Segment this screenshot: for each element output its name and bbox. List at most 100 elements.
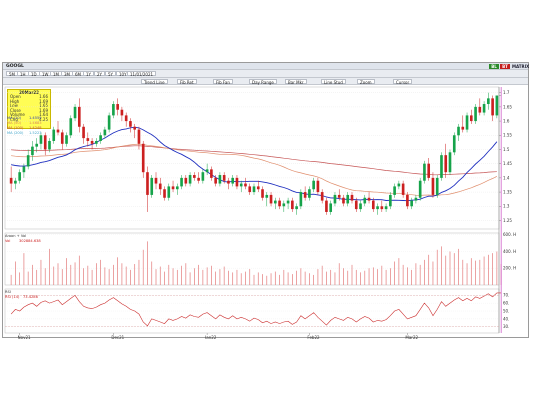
candle-body[interactable] (163, 189, 166, 198)
candle-body[interactable] (410, 200, 413, 207)
candle-body[interactable] (167, 186, 171, 198)
candle-body[interactable] (337, 194, 341, 198)
candle-body[interactable] (146, 172, 149, 195)
candle-body[interactable] (435, 177, 439, 195)
candle-body[interactable] (444, 155, 448, 173)
candle-body[interactable] (154, 177, 158, 184)
timeframe-button[interactable]: 1H (17, 71, 29, 77)
candle-body[interactable] (112, 104, 115, 116)
candle-body[interactable] (495, 95, 499, 116)
indicator-button[interactable]: Trend Line (141, 79, 168, 85)
candle-body[interactable] (52, 129, 56, 141)
status-badge[interactable]: BL (489, 64, 499, 69)
candle-body[interactable] (431, 177, 435, 195)
candle-body[interactable] (116, 104, 119, 110)
candle-body[interactable] (440, 155, 443, 178)
candle-body[interactable] (278, 200, 281, 207)
candle-body[interactable] (22, 166, 26, 173)
candle-body[interactable] (350, 194, 354, 201)
candle-body[interactable] (248, 186, 252, 193)
candle-body[interactable] (56, 129, 60, 133)
candle-body[interactable] (329, 203, 333, 212)
timeframe-button[interactable]: 2Y (94, 71, 105, 77)
candle-body[interactable] (73, 106, 77, 119)
candle-body[interactable] (184, 177, 188, 184)
candle-body[interactable] (286, 200, 290, 204)
candle-body[interactable] (69, 118, 73, 136)
candle-body[interactable] (107, 115, 111, 130)
status-badge[interactable]: BT (500, 64, 510, 69)
candle-body[interactable] (133, 126, 137, 130)
candle-body[interactable] (141, 143, 145, 173)
candle-body[interactable] (60, 132, 64, 144)
candle-body[interactable] (235, 177, 239, 187)
candle-body[interactable] (197, 177, 200, 181)
candle-body[interactable] (239, 183, 243, 187)
candle-body[interactable] (376, 206, 379, 210)
candle-body[interactable] (282, 203, 286, 207)
candle-body[interactable] (418, 180, 422, 198)
candle-body[interactable] (325, 200, 328, 212)
candle-body[interactable] (316, 180, 320, 193)
candle-body[interactable] (180, 177, 183, 187)
indicator-button[interactable]: Fib Fan (213, 79, 233, 85)
price-chart[interactable]: 1.7 1.65 1.6 1.55 1.5 1.45 1.4 1.35 1.3 1.25 600. … (3, 85, 530, 339)
candle-body[interactable] (389, 194, 392, 207)
candle-body[interactable] (367, 197, 371, 201)
candle-body[interactable] (478, 106, 482, 113)
candle-body[interactable] (252, 186, 256, 193)
candle-body[interactable] (244, 183, 247, 187)
candle-body[interactable] (82, 126, 85, 139)
candle-body[interactable] (401, 183, 405, 195)
candle-body[interactable] (95, 140, 98, 144)
candle-body[interactable] (210, 169, 213, 178)
timeframe-button[interactable]: 5Y (105, 71, 116, 77)
candle-body[interactable] (214, 177, 217, 184)
candle-body[interactable] (65, 135, 68, 144)
candle-body[interactable] (273, 200, 277, 204)
candle-body[interactable] (414, 197, 418, 201)
candle-body[interactable] (299, 192, 303, 207)
candle-body[interactable] (35, 143, 39, 147)
candle-body[interactable] (90, 140, 94, 144)
candle-body[interactable] (129, 121, 132, 127)
candle-body[interactable] (393, 186, 396, 195)
indicator-button[interactable]: Fib Ret (177, 79, 197, 85)
indicator-button[interactable]: Day Range (249, 79, 277, 85)
candle-body[interactable] (265, 194, 269, 198)
candle-body[interactable] (448, 152, 452, 173)
candle-body[interactable] (222, 175, 226, 181)
candle-body[interactable] (120, 109, 124, 116)
timeframe-button[interactable]: 1Y (83, 71, 94, 77)
candle-body[interactable] (461, 126, 465, 130)
indicator-button[interactable]: Line Stud (321, 79, 346, 85)
candle-body[interactable] (77, 106, 81, 127)
candle-body[interactable] (371, 200, 375, 210)
candle-body[interactable] (31, 146, 34, 156)
candle-body[interactable] (342, 197, 345, 204)
candle-body[interactable] (137, 129, 141, 144)
candle-body[interactable] (474, 106, 477, 122)
candle-body[interactable] (320, 192, 324, 201)
candle-body[interactable] (303, 192, 307, 198)
candle-body[interactable] (469, 115, 473, 122)
candle-body[interactable] (380, 206, 384, 210)
candle-body[interactable] (43, 135, 47, 150)
candle-body[interactable] (346, 194, 350, 204)
candle-body[interactable] (18, 172, 21, 181)
candle-body[interactable] (452, 135, 456, 153)
candle-body[interactable] (354, 200, 358, 210)
candle-body[interactable] (39, 135, 43, 144)
candle-body[interactable] (457, 126, 460, 136)
candle-body[interactable] (201, 172, 205, 181)
candle-body[interactable] (384, 206, 388, 210)
indicator-button[interactable]: Zoom (357, 79, 375, 85)
candle-body[interactable] (231, 177, 235, 184)
candle-body[interactable] (48, 140, 51, 150)
candle-body[interactable] (14, 180, 17, 184)
candle-body[interactable] (269, 194, 273, 204)
candle-body[interactable] (9, 177, 13, 184)
candle-body[interactable] (99, 135, 102, 141)
candle-body[interactable] (291, 200, 294, 210)
candle-body[interactable] (397, 183, 401, 187)
